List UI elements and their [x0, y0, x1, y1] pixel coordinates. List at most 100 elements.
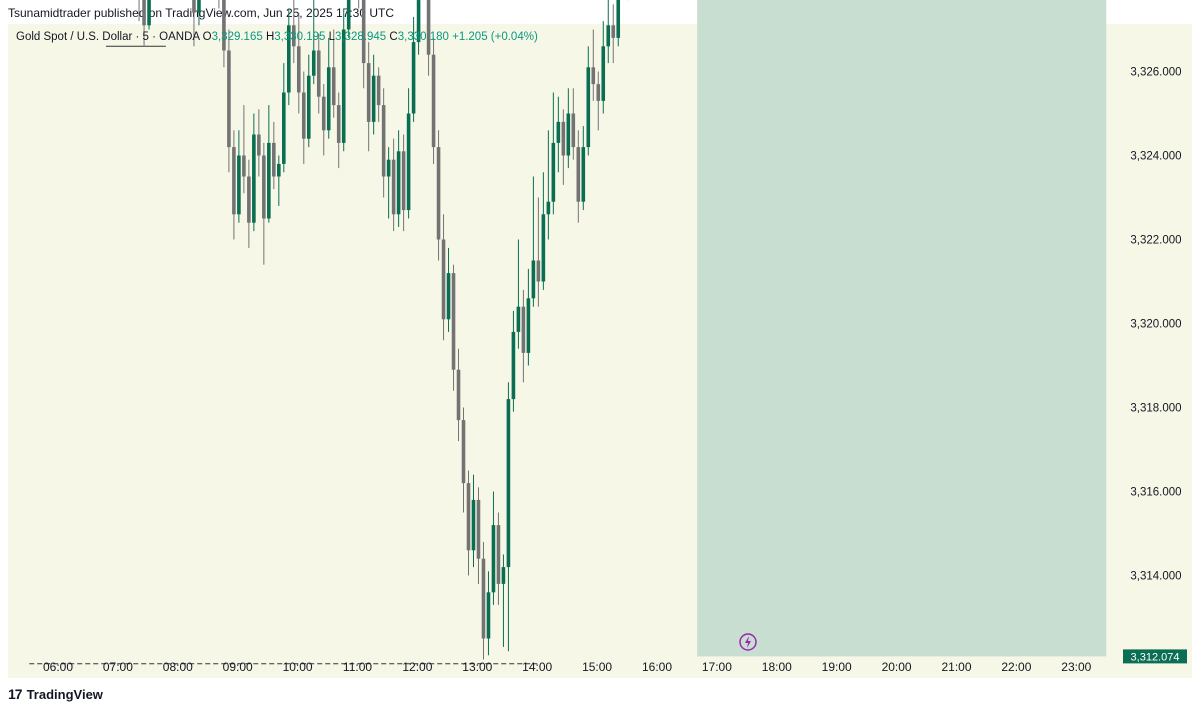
candle-body [326, 67, 331, 131]
candle-body [287, 25, 291, 93]
open-label: O [202, 31, 212, 43]
candle-body [426, 0, 431, 55]
candle-body [506, 399, 511, 568]
close-label: C [389, 31, 398, 43]
candle-body [481, 558, 486, 639]
candle-body [566, 113, 571, 156]
candle-body [416, 0, 421, 43]
y-tick-label: 3,320.000 [1130, 319, 1181, 331]
candle-body [516, 306, 521, 332]
x-tick-label: 09:00 [223, 660, 253, 674]
change-value: +1.205 (+0.04%) [452, 31, 538, 43]
close-value: 3,330.180 [397, 31, 449, 43]
candle-body [306, 75, 311, 139]
candle-body [366, 63, 371, 122]
candle-body [147, 0, 151, 26]
lightning-icon-bolt [745, 636, 751, 648]
x-tick-label: 17:00 [702, 660, 732, 674]
candle-body [222, 0, 226, 51]
price-tag-label: 3,312.074 [1131, 651, 1180, 663]
candle-body [262, 155, 266, 219]
candle-body [616, 0, 621, 38]
candle-body [142, 0, 146, 26]
candle-body [476, 499, 481, 559]
candle-body [406, 113, 411, 211]
candle-body [242, 155, 246, 177]
candle-body [531, 260, 536, 299]
candle-body [436, 147, 441, 240]
candle-body [321, 96, 326, 131]
y-tick-label: 3,318.000 [1130, 403, 1181, 415]
candle-body [511, 331, 516, 400]
candle-body [596, 84, 601, 101]
high-value: 3,330.195 [274, 31, 326, 43]
candle-body [371, 75, 376, 122]
candle-body [391, 159, 396, 215]
symbol-name[interactable]: Gold Spot / U.S. Dollar · 5 · OANDA [16, 31, 200, 43]
candle-body [556, 121, 561, 143]
candle-body [606, 25, 611, 47]
x-tick-label: 16:00 [642, 660, 672, 674]
x-tick-label: 21:00 [941, 660, 971, 674]
high-label: H [265, 31, 275, 43]
candle-body [376, 75, 381, 106]
y-tick-label: 3,324.000 [1130, 151, 1181, 163]
candle-body [252, 134, 256, 223]
candle-body [361, 0, 366, 64]
lightning-icon-ring [739, 633, 757, 651]
candle-body [197, 0, 201, 13]
lightning-icon[interactable] [739, 633, 757, 651]
candle-body [541, 214, 546, 282]
x-tick-label: 20:00 [882, 660, 912, 674]
symbol-legend: Gold Spot / U.S. Dollar · 5 · OANDA O3,3… [16, 31, 538, 43]
candle-body [227, 50, 231, 148]
x-tick-label: 13:00 [462, 660, 492, 674]
position-target-zone [697, 0, 1107, 657]
low-label: L [328, 31, 336, 43]
x-tick-label: 19:00 [822, 660, 852, 674]
tradingview-branding[interactable]: 17 TradingView [8, 686, 103, 702]
candle-body [546, 201, 551, 215]
x-tick-label: 18:00 [762, 660, 792, 674]
candle-body [291, 25, 296, 47]
candle-body [491, 525, 496, 593]
candle-body [401, 151, 406, 211]
x-tick-label: 15:00 [582, 660, 612, 674]
candle-body [461, 420, 466, 484]
candle-body [247, 176, 251, 223]
y-tick-label: 3,326.000 [1130, 67, 1181, 79]
x-tick-label: 08:00 [163, 660, 193, 674]
y-tick-label: 3,316.000 [1130, 487, 1181, 499]
candle-body [386, 159, 391, 177]
publisher-attribution: Tsunamidtrader published on TradingView.… [8, 6, 395, 20]
candle-body [257, 134, 261, 156]
candle-body [486, 592, 491, 639]
candle-body [536, 260, 541, 282]
candle-body [451, 273, 456, 370]
candle-body [601, 46, 606, 101]
candle-body [551, 142, 556, 202]
open-value: 3,329.165 [211, 31, 263, 43]
candle-body [296, 46, 301, 93]
candle-body [346, 0, 351, 30]
candle-body [301, 92, 306, 139]
x-tick-label: 14:00 [522, 660, 552, 674]
candle-body [277, 163, 281, 177]
candle-body [331, 67, 336, 106]
candle-body [411, 42, 416, 114]
candle-body [336, 105, 341, 143]
x-tick-label: 12:00 [402, 660, 432, 674]
tradingview-brand-text: TradingView [26, 686, 103, 702]
candle-body [341, 29, 346, 143]
y-tick-label: 3,322.000 [1130, 235, 1181, 247]
candle-body [471, 499, 476, 551]
candle-body [576, 147, 581, 202]
candle-body [586, 67, 591, 148]
low-value: 3,328.945 [335, 31, 387, 43]
candle-body [611, 25, 616, 38]
x-tick-label: 11:00 [343, 660, 372, 674]
candle-body [581, 147, 586, 202]
candle-body [446, 273, 451, 320]
candle-body [381, 105, 386, 177]
